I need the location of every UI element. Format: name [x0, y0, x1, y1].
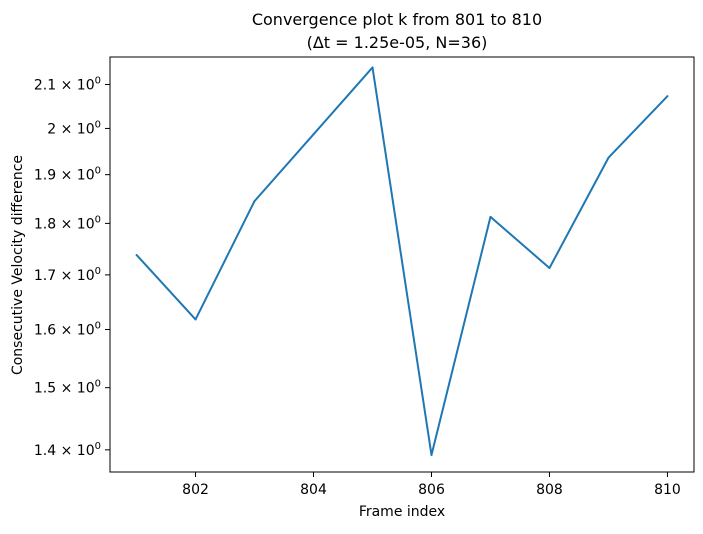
- y-tick-mantissa: 1.9: [34, 168, 56, 184]
- y-tick-label: 2.1 × 100: [34, 75, 101, 93]
- data-point: [371, 66, 374, 69]
- y-tick-exponent: 0: [95, 441, 101, 452]
- y-tick-base: 10: [77, 443, 95, 459]
- y-tick-exponent: 0: [95, 379, 101, 390]
- data-point: [548, 267, 551, 270]
- chart-title: Convergence plot k from 801 to 810: [252, 10, 542, 29]
- x-tick-label: 804: [300, 482, 327, 498]
- data-point: [135, 253, 138, 256]
- plot-frame: [109, 56, 695, 473]
- x-axis: 802 804 806 808 810: [182, 472, 681, 498]
- y-tick-label: 1.4 × 100: [34, 441, 101, 459]
- y-tick-base: 10: [77, 77, 95, 93]
- x-tick-label: 802: [182, 482, 209, 498]
- y-tick-exponent: 0: [95, 119, 101, 130]
- y-tick-label: 1.5 × 100: [34, 379, 101, 397]
- x-axis-label: Frame index: [359, 504, 445, 520]
- y-tick-base: 10: [77, 323, 95, 339]
- data-point: [194, 318, 197, 321]
- y-tick-base: 10: [77, 381, 95, 397]
- y-tick-exponent: 0: [95, 266, 101, 277]
- y-tick-base: 10: [77, 168, 95, 184]
- y-tick-mantissa: 1.4: [34, 443, 56, 459]
- y-tick-mantissa: 2: [47, 121, 56, 137]
- y-tick-label: 1.7 × 100: [34, 266, 101, 284]
- data-point: [312, 133, 315, 136]
- chart-subtitle: (Δt = 1.25e-05, N=36): [307, 33, 488, 52]
- y-tick-mantissa: 1.5: [34, 381, 56, 397]
- y-tick-exponent: 0: [95, 166, 101, 177]
- data-point: [253, 200, 256, 203]
- data-point: [666, 95, 669, 98]
- series-line: [135, 66, 669, 457]
- y-tick-exponent: 0: [95, 75, 101, 86]
- y-tick-label: 1.6 × 100: [34, 321, 101, 339]
- data-point: [489, 215, 492, 218]
- y-tick-base: 10: [77, 216, 95, 232]
- y-tick-exponent: 0: [95, 321, 101, 332]
- y-tick-mantissa: 1.8: [34, 216, 56, 232]
- series-layer: [135, 66, 669, 457]
- y-tick-base: 10: [77, 268, 95, 284]
- x-tick-label: 810: [654, 482, 681, 498]
- y-tick-base: 10: [77, 121, 95, 137]
- y-axis-label: Consecutive Velocity difference: [10, 155, 26, 375]
- y-tick-mantissa: 2.1: [34, 77, 56, 93]
- data-point: [607, 156, 610, 159]
- x-tick-label: 808: [536, 482, 563, 498]
- x-tick-label: 806: [418, 482, 445, 498]
- y-tick-label: 2 × 100: [47, 119, 101, 137]
- y-tick-label: 1.9 × 100: [34, 166, 101, 184]
- y-tick-label: 1.8 × 100: [34, 214, 101, 232]
- data-point: [430, 454, 433, 457]
- y-axis: 1.4 × 100 1.5 × 100 1.6 × 100 1.7 × 100 1.8 …: [34, 75, 110, 459]
- y-tick-mantissa: 1.6: [34, 323, 56, 339]
- y-tick-mantissa: 1.7: [34, 268, 56, 284]
- y-tick-exponent: 0: [95, 214, 101, 225]
